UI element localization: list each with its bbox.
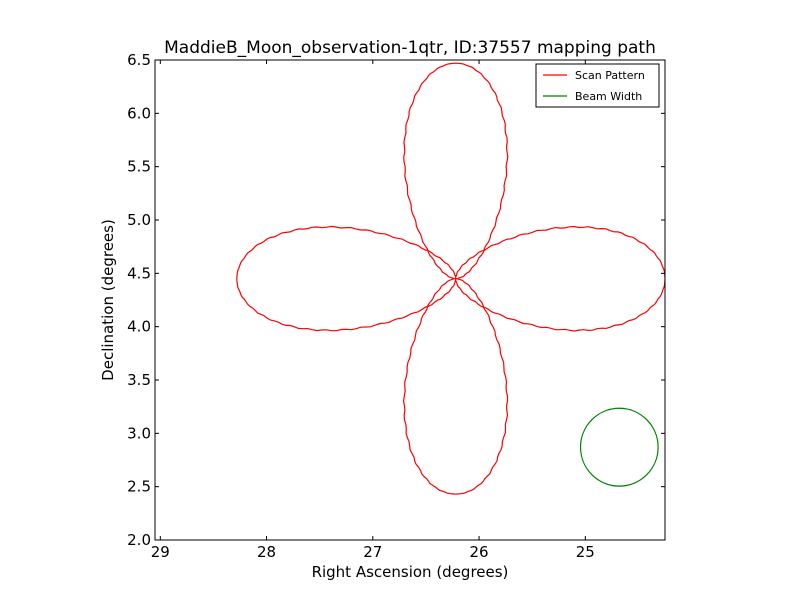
x-tick-label: 27	[363, 543, 382, 561]
y-tick-label: 5.5	[127, 158, 151, 176]
y-tick-label: 2.0	[127, 531, 151, 549]
y-tick-label: 3.5	[127, 371, 151, 389]
y-axis-label: Declination (degrees)	[99, 219, 117, 381]
x-tick-label: 28	[257, 543, 276, 561]
x-tick-label: 26	[470, 543, 489, 561]
x-tick-label: 25	[576, 543, 595, 561]
beam-width-circle	[579, 407, 659, 487]
x-tick-label: 29	[151, 543, 170, 561]
y-tick-label: 5.0	[127, 211, 151, 229]
ticks-layer: 29 28 27 26 25 2.0 2.5 3.0 3.5 4.0 4.5 5.0 5.5 6.0 6.5	[127, 51, 665, 561]
y-tick-label: 4.0	[127, 318, 151, 336]
legend-box	[535, 63, 660, 108]
chart-title: MaddieB_Moon_observation-1qtr, ID:37557 …	[164, 38, 656, 58]
scan-pattern-line	[236, 62, 665, 495]
series-layer	[236, 62, 665, 495]
legend-beam-width-label: Beam Width	[575, 90, 642, 103]
x-axis-label: Right Ascension (degrees)	[312, 563, 509, 581]
y-tick-label: 6.5	[127, 51, 151, 69]
legend: Scan Pattern Beam Width	[535, 63, 660, 108]
axes-frame	[154, 59, 666, 541]
y-tick-label: 3.0	[127, 424, 151, 442]
legend-scan-pattern-label: Scan Pattern	[575, 69, 645, 82]
y-tick-label: 6.0	[127, 104, 151, 122]
plot-area: 29 28 27 26 25 2.0 2.5 3.0 3.5 4.0 4.5 5.0 5.5 6.0 6.5	[127, 51, 666, 561]
y-tick-label: 4.5	[127, 264, 151, 282]
y-tick-label: 2.5	[127, 478, 151, 496]
